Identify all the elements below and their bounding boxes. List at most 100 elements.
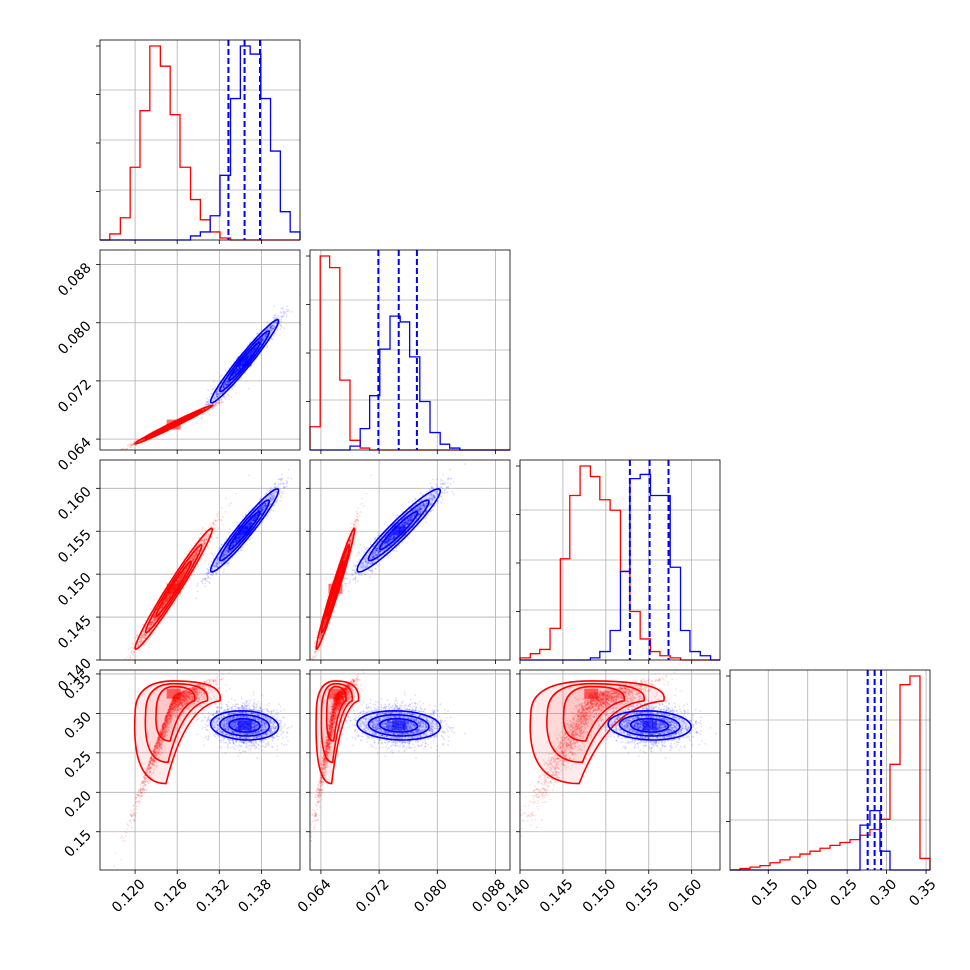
scatter-point [126, 444, 129, 447]
scatter-point [201, 529, 204, 531]
scatter-point [216, 402, 219, 405]
scatter-point [121, 447, 123, 450]
scatter-point [235, 392, 238, 395]
scatter-point [215, 528, 217, 531]
scatter-point [216, 515, 219, 517]
scatter-point [228, 395, 230, 398]
scatter-point [132, 443, 134, 446]
scatter-point [215, 404, 218, 406]
scatter-point [142, 438, 145, 441]
scatter-point [203, 408, 205, 411]
scatter-point [215, 401, 218, 404]
scatter-point [220, 402, 223, 405]
scatter-point [162, 433, 165, 436]
scatter-point [123, 447, 126, 450]
scatter-point [212, 403, 215, 406]
scatter-point [212, 532, 215, 535]
scatter-point [218, 510, 221, 513]
scatter-point [217, 527, 220, 530]
scatter-point [130, 650, 133, 653]
scatter-point [179, 416, 181, 418]
scatter-point [121, 664, 123, 666]
scatter-point [126, 447, 129, 450]
scatter-point [129, 656, 132, 659]
scatter-point [193, 409, 196, 411]
scatter-point [173, 602, 176, 605]
scatter-point [225, 397, 227, 399]
scatter-point [124, 657, 127, 660]
scatter-point [214, 530, 217, 533]
scatter-point [221, 523, 224, 526]
scatter-point [130, 444, 133, 447]
scatter-point [115, 454, 117, 456]
scatter-point [222, 516, 225, 519]
scatter-point [217, 402, 220, 404]
scatter-point [196, 565, 199, 568]
scatter-point [228, 504, 230, 507]
scatter-point [212, 407, 215, 409]
scatter-point [154, 436, 157, 439]
scatter-point [218, 515, 221, 517]
scatter-point [218, 401, 221, 404]
scatter-point [133, 446, 135, 449]
scatter-point [132, 442, 135, 444]
scatter-point [230, 396, 233, 399]
scatter-point [130, 444, 133, 447]
scatter-point [146, 640, 149, 643]
scatter-point [139, 648, 142, 651]
scatter-point [218, 399, 221, 402]
scatter-point [228, 398, 231, 401]
scatter-panel-1-2 [310, 460, 510, 661]
scatter-point [149, 636, 152, 638]
scatter-point [222, 401, 225, 404]
scatter-point [129, 442, 132, 445]
scatter-point [124, 660, 126, 662]
scatter-point [203, 408, 206, 411]
scatter-point [133, 636, 136, 639]
scatter-point [113, 450, 115, 452]
scatter-point [124, 665, 126, 667]
scatter-point [135, 655, 138, 658]
scatter-point [220, 401, 223, 403]
scatter-point [224, 511, 227, 513]
scatter-point [148, 638, 150, 641]
scatter-panel-0-3 [100, 670, 300, 870]
scatter-point [129, 444, 132, 446]
scatter-point [225, 497, 227, 500]
scatter-point [212, 403, 215, 406]
scatter-point [213, 527, 215, 530]
scatter-point [209, 540, 212, 543]
hist-panel-0 [100, 40, 300, 240]
scatter-point [228, 502, 231, 505]
scatter-point [160, 621, 163, 624]
scatter-point [132, 443, 135, 446]
scatter-point [132, 443, 134, 445]
scatter-point [163, 617, 166, 620]
scatter-point [224, 398, 227, 401]
scatter-point [204, 560, 207, 563]
scatter-point [218, 402, 221, 405]
scatter-point [214, 404, 217, 407]
scatter-point [214, 402, 217, 405]
scatter-point [126, 656, 129, 659]
scatter-point [247, 387, 250, 390]
scatter-point [130, 443, 133, 446]
scatter-point [188, 577, 191, 580]
scatter-point [212, 407, 215, 410]
scatter-point [214, 405, 217, 407]
scatter-point [212, 522, 215, 524]
scatter-point [213, 403, 216, 406]
scatter-point [122, 665, 124, 667]
scatter-point [128, 445, 131, 448]
scatter-point [130, 444, 133, 447]
scatter-point [211, 403, 214, 405]
scatter-point [221, 400, 224, 403]
scatter-point [230, 502, 233, 505]
scatter-point [130, 645, 133, 648]
scatter-point [199, 532, 202, 535]
scatter-point [127, 648, 130, 651]
scatter-point [215, 403, 217, 405]
scatter-panel-0-1 [100, 250, 300, 450]
scatter-point [141, 623, 144, 626]
